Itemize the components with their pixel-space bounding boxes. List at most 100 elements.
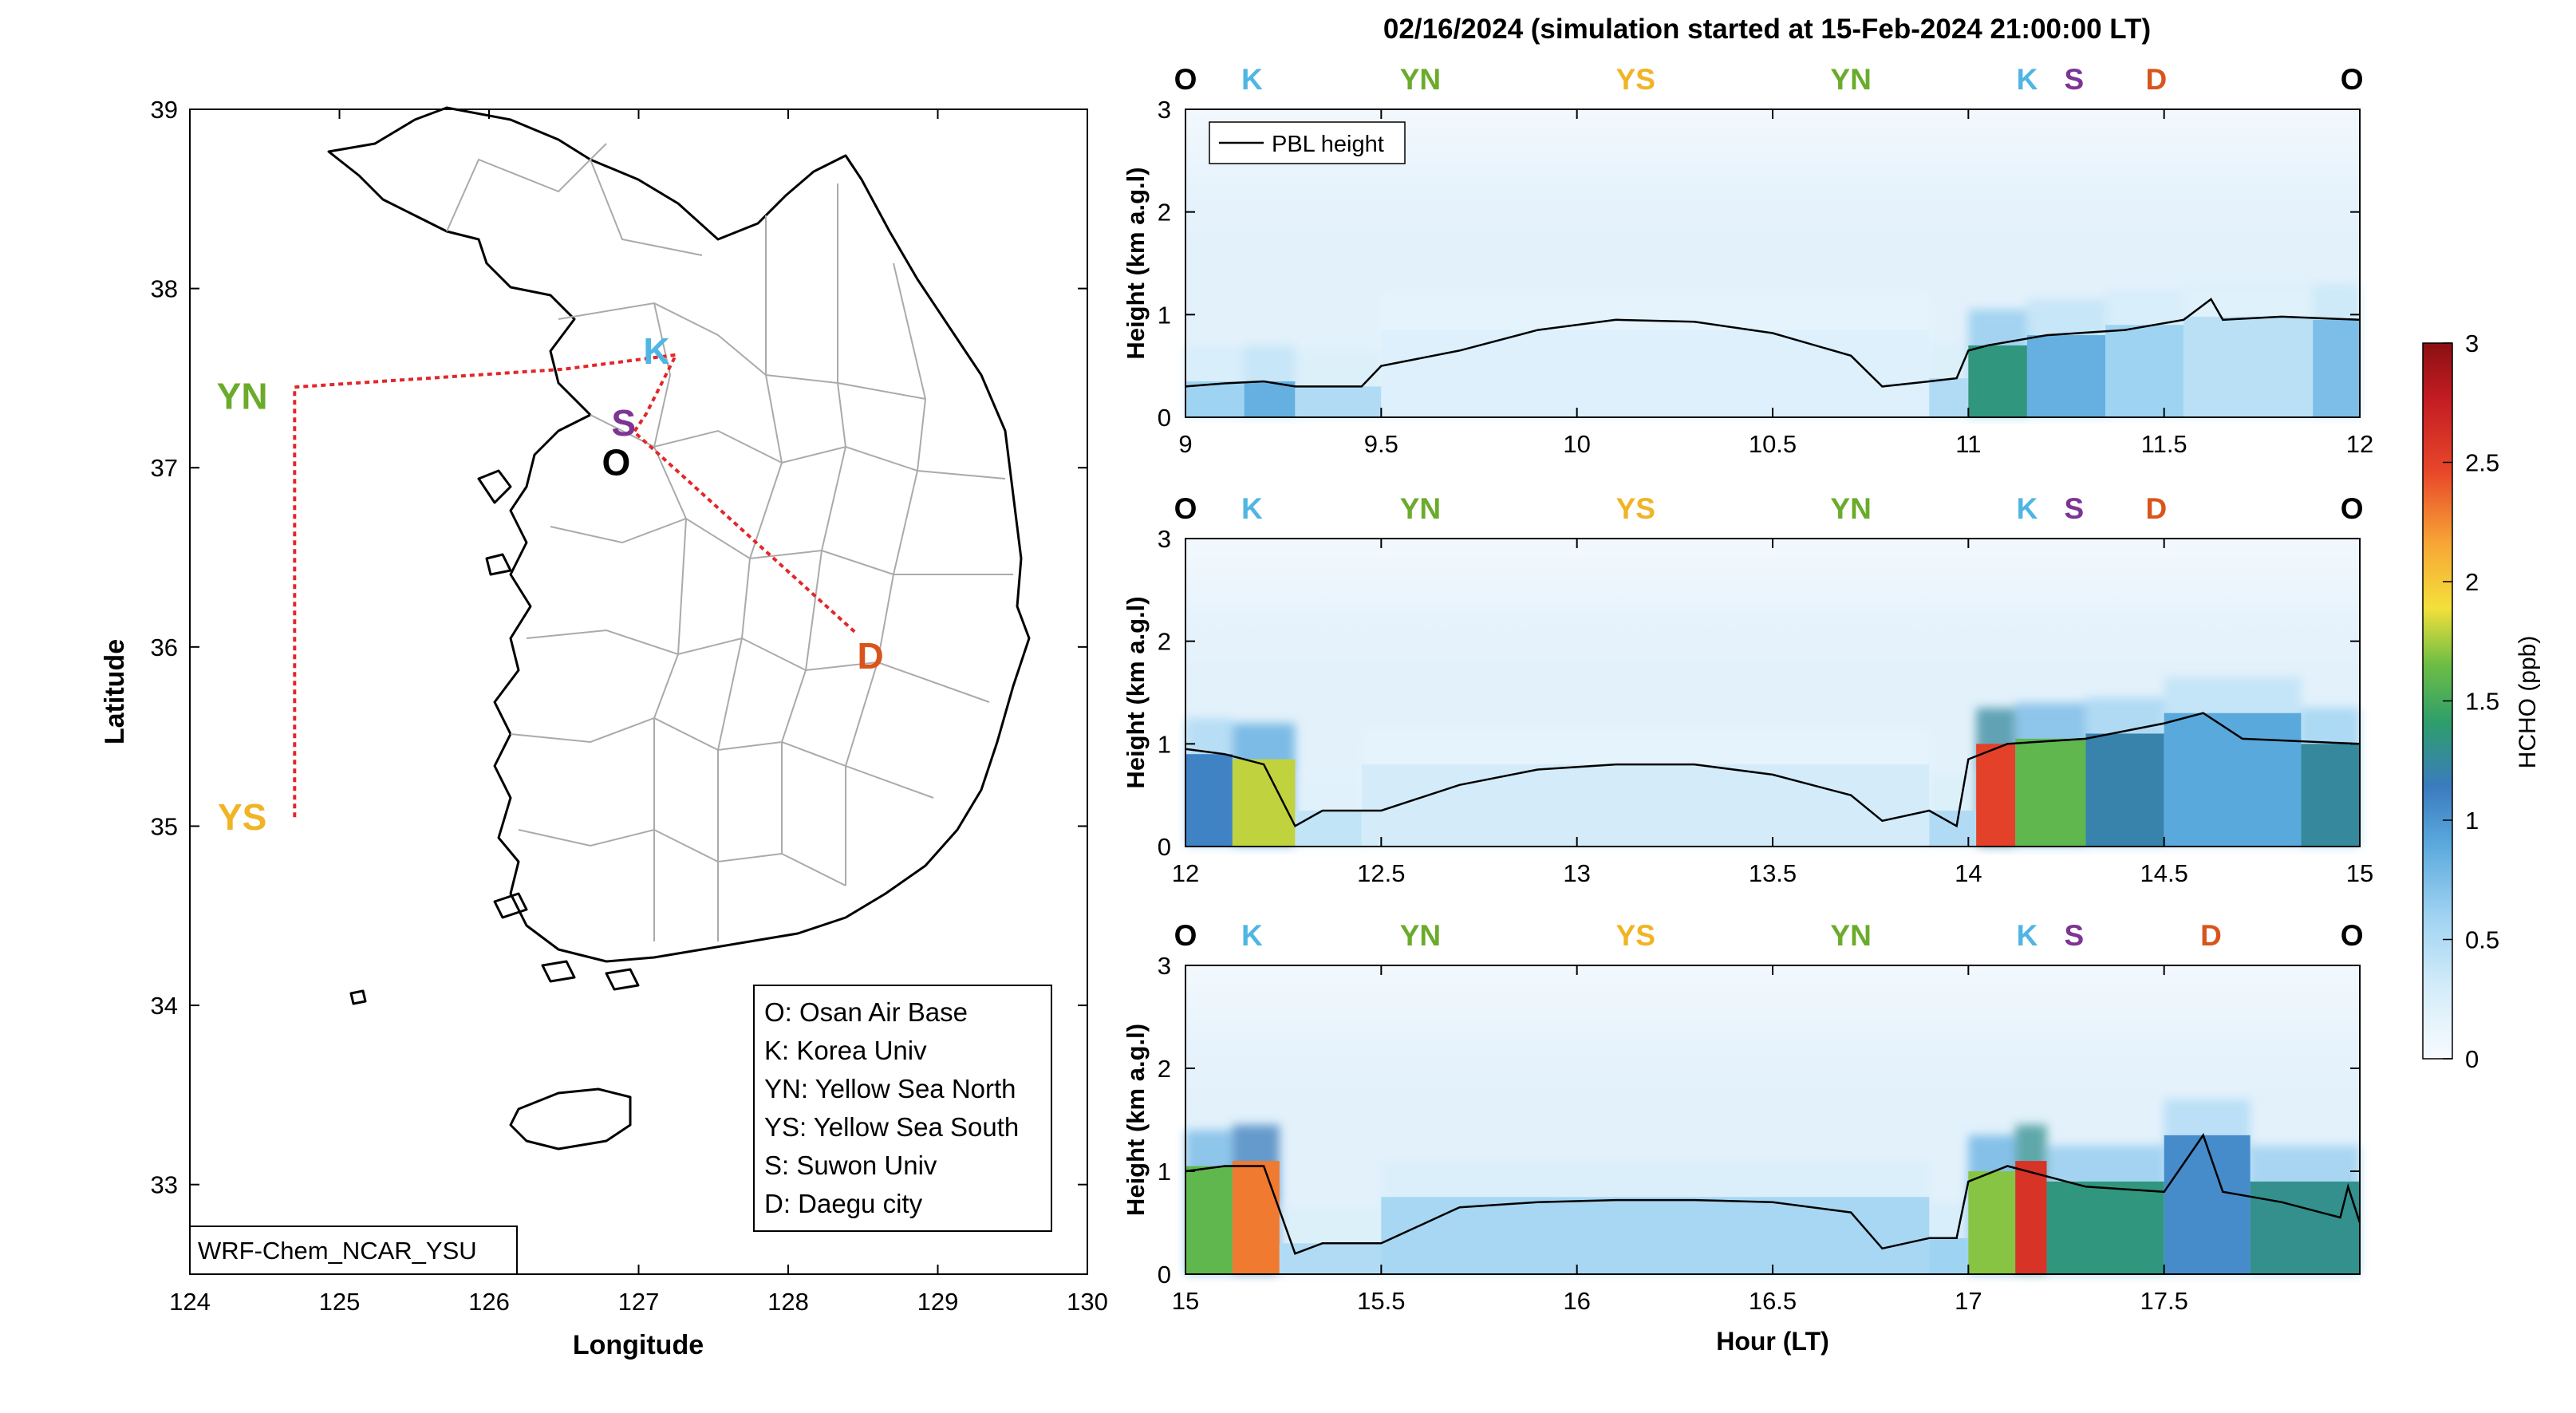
map-xtick-label: 128 xyxy=(767,1288,809,1316)
profile-site-marker-yn: YN xyxy=(1830,492,1871,525)
profile-site-marker-d: D xyxy=(2145,492,2167,525)
profile-xtick-label: 11 xyxy=(1955,430,1981,458)
profile-ytick-label: 0 xyxy=(1158,833,1171,861)
profile-ytick-label: 0 xyxy=(1158,404,1171,432)
hcho-column xyxy=(1976,744,2016,847)
profile-ylabel: Height (km a.g.l) xyxy=(1122,167,1150,359)
profile-site-marker-ys: YS xyxy=(1616,63,1655,96)
profile-site-marker-s: S xyxy=(2064,919,2084,952)
profile-xtick-label: 10 xyxy=(1563,430,1590,458)
profile-site-marker-o: O xyxy=(2341,492,2364,525)
hcho-column xyxy=(1929,378,1969,417)
profile-xtick-label: 12 xyxy=(2346,430,2373,458)
hcho-column xyxy=(2164,712,2302,847)
profile-ytick-label: 2 xyxy=(1158,199,1171,227)
map-site-label-d: D xyxy=(858,635,884,677)
hcho-column xyxy=(2105,325,2184,417)
map-site-labels: YN YS KSO D xyxy=(217,330,884,838)
profile-site-marker-o: O xyxy=(2341,919,2364,952)
site-legend-box xyxy=(753,985,1052,1232)
model-label-box xyxy=(189,1226,518,1275)
admin-boundaries xyxy=(446,143,1013,941)
site-legend: O: Osan Air Base K: Korea Univ YN: Yellow … xyxy=(764,997,1019,1218)
profile-xtick-label: 13 xyxy=(1563,859,1590,887)
profile-xtick-label: 10.5 xyxy=(1749,430,1797,458)
hcho-column xyxy=(2301,744,2360,847)
hcho-column xyxy=(2015,738,2086,847)
hcho-column xyxy=(2164,1135,2251,1274)
map-ytick-label: 39 xyxy=(151,96,178,124)
profile-xtick-label: 15.5 xyxy=(1357,1287,1405,1315)
profile-xtick-label: 11.5 xyxy=(2141,430,2187,458)
profile-xtick-label: 16.5 xyxy=(1749,1287,1797,1315)
site-legend-entry: O: Osan Air Base xyxy=(764,997,968,1027)
colorbar: 0 0.5 1 1.5 2 2.5 3 HCHO (ppb) xyxy=(2422,330,2541,1073)
colorbar-tick-label: 1.5 xyxy=(2465,688,2499,716)
map-site-label-o: O xyxy=(602,441,630,483)
profile-site-marker-o: O xyxy=(1174,919,1197,952)
profile-site-marker-yn: YN xyxy=(1830,63,1871,96)
profile-panel-3: 15 15.5 16 16.5 17 17.5 0 1 2 3 Height (km a.g.l) H… xyxy=(1122,919,2364,1356)
site-legend-entry: YN: Yellow Sea North xyxy=(764,1074,1016,1103)
profile-site-marker-s: S xyxy=(2064,63,2084,96)
site-legend-entry: D: Daegu city xyxy=(764,1189,923,1218)
map-ticks: 124 125 126 127 128 129 130 33 34 35 36 37 38 39 xyxy=(151,96,1108,1316)
profile-site-marker-d: D xyxy=(2145,63,2167,96)
colorbar-tick-label: 2.5 xyxy=(2465,449,2499,477)
hcho-column xyxy=(1381,330,1930,417)
profile-site-marker-k: K xyxy=(1241,919,1263,952)
map-xtick-label: 125 xyxy=(319,1288,361,1316)
hcho-column xyxy=(1968,1171,2016,1274)
profile-site-marker-o: O xyxy=(2341,63,2364,96)
pbl-height-line xyxy=(1185,1133,2361,1255)
profile-xtick-label: 9.5 xyxy=(1364,430,1398,458)
profile-xtick-label: 9 xyxy=(1178,430,1192,458)
hcho-column xyxy=(2046,1181,2164,1274)
site-legend-entry: YS: Yellow Sea South xyxy=(764,1112,1019,1142)
hcho-column xyxy=(1279,1243,1382,1274)
profile-site-marker-d: D xyxy=(2200,919,2222,952)
profile-site-marker-k: K xyxy=(2017,492,2038,525)
model-label: WRF-Chem_NCAR_YSU xyxy=(198,1237,477,1265)
profile-ytick-label: 3 xyxy=(1158,952,1171,980)
profile-ytick-label: 1 xyxy=(1158,1158,1171,1186)
pbl-height-line xyxy=(1185,298,2361,388)
hcho-column xyxy=(2015,1161,2047,1274)
map-xtick-label: 129 xyxy=(917,1288,959,1316)
pbl-legend-label: PBL height xyxy=(1272,132,1384,157)
profile-sky-fade xyxy=(1185,539,2360,677)
colorbar-label: HCHO (ppb) xyxy=(2515,636,2541,769)
profile-ytick-label: 2 xyxy=(1158,628,1171,656)
profile-xtick-label: 16 xyxy=(1563,1287,1590,1315)
map-ylabel: Latitude xyxy=(100,639,130,744)
hcho-column xyxy=(2085,733,2164,847)
profile-xtick-label: 17.5 xyxy=(2140,1287,2187,1315)
hcho-column xyxy=(1295,386,1382,417)
profile-site-marker-k: K xyxy=(2017,919,2038,952)
profile-site-marker-ys: YS xyxy=(1616,919,1655,952)
profile-site-marker-yn: YN xyxy=(1400,492,1441,525)
hcho-column xyxy=(2313,319,2360,417)
hcho-column xyxy=(1968,345,2027,417)
profile-xtick-label: 14 xyxy=(1955,859,1982,887)
colorbar-tick-label: 0.5 xyxy=(2465,926,2499,954)
hcho-column xyxy=(1244,381,1296,417)
map-site-label-yn: YN xyxy=(217,375,268,416)
profile-site-marker-yn: YN xyxy=(1400,63,1441,96)
map-panel: YN YS KSO D 124 125 126 127 128 129 130 33 34 35 36 37… xyxy=(100,96,1108,1360)
profile-site-marker-o: O xyxy=(1174,492,1197,525)
profile-ytick-label: 2 xyxy=(1158,1055,1171,1083)
profile-ytick-label: 0 xyxy=(1158,1261,1171,1289)
profile-xtick-label: 12 xyxy=(1172,859,1199,887)
map-ytick-label: 38 xyxy=(151,275,178,303)
profile-site-marker-o: O xyxy=(1174,63,1197,96)
hcho-column xyxy=(1185,754,1233,847)
profile-xtick-label: 15 xyxy=(2346,859,2373,887)
map-ytick-label: 34 xyxy=(151,992,178,1020)
map-xtick-label: 130 xyxy=(1067,1288,1108,1316)
profile-xtick-label: 15 xyxy=(1172,1287,1199,1315)
hcho-column xyxy=(1381,1197,1930,1274)
